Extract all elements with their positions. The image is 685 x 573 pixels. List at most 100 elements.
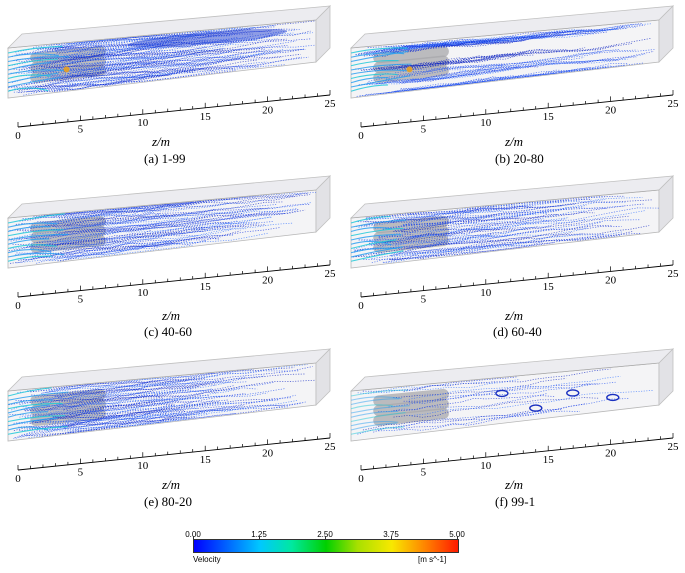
axis-tick-label: 20 (262, 274, 274, 286)
inlet-jets (350, 215, 407, 262)
streamline-plot-c: 0 5 10 15 20 25 (6, 175, 336, 312)
colorbar-tick-3: 3.75 (383, 530, 399, 539)
axis-tick-label: 15 (543, 454, 555, 466)
z-axis: 0 5 10 15 20 25 (358, 260, 679, 312)
streamline-plot-b: 0 5 10 15 20 25 (349, 5, 679, 142)
panel-d: 0 5 10 15 20 25 z/m (d) 60-40 (343, 170, 683, 355)
axis-tick-label: 25 (668, 441, 680, 453)
domain-box-end (315, 5, 331, 63)
colorbar-tick-4: 5.00 (449, 530, 465, 539)
axis-tick-label: 20 (605, 447, 617, 459)
hot-spot (406, 66, 413, 73)
axis-label-f: z/m (505, 477, 524, 492)
axis-label-d: z/m (505, 308, 524, 323)
axis-label-a: z/m (152, 134, 171, 149)
axis-tick-label: 15 (200, 454, 212, 466)
caption-b: (b) 20-80 (495, 151, 544, 166)
axis-tick-label: 20 (605, 274, 617, 286)
axis-tick-label: 10 (137, 287, 149, 299)
domain-box-end (658, 348, 674, 406)
z-axis: 0 5 10 15 20 25 (15, 90, 336, 142)
axis-tick-label: 0 (15, 473, 21, 485)
colorbar-title: Velocity (193, 555, 221, 564)
axis-tick-label: 5 (78, 294, 84, 306)
axis-tick-label: 15 (543, 111, 555, 123)
axis-tick-label: 15 (200, 111, 212, 123)
z-axis: 0 5 10 15 20 25 (358, 90, 679, 142)
colorbar-tick-2: 2.50 (317, 530, 333, 539)
axis-tick-label: 0 (15, 130, 21, 142)
caption-a: (a) 1-99 (144, 151, 186, 166)
streamline-plot-e: 0 5 10 15 20 25 (6, 348, 336, 485)
axis-tick-label: 15 (200, 281, 212, 293)
streamline-plot-a: 0 5 10 15 20 25 (6, 5, 336, 142)
colorbar-tick-1: 1.25 (251, 530, 267, 539)
hot-spot (63, 66, 70, 73)
inlet-jets (7, 213, 69, 262)
axis-tick-label: 10 (480, 460, 492, 472)
axis-tick-label: 0 (15, 300, 21, 312)
caption-c: (c) 40-60 (144, 324, 193, 339)
streamlines (357, 368, 653, 435)
inlet-jets (7, 387, 69, 435)
axis-tick-label: 5 (78, 124, 84, 136)
streamline-plot-f: 0 5 10 15 20 25 (349, 348, 679, 485)
axis-tick-label: 25 (325, 441, 337, 453)
axis-tick-label: 5 (421, 294, 427, 306)
axis-tick-label: 25 (325, 98, 337, 110)
streamlines (355, 23, 656, 97)
inlet-jets (350, 47, 412, 92)
axis-tick-label: 10 (480, 117, 492, 129)
axis-tick-label: 25 (668, 98, 680, 110)
caption-d: (d) 60-40 (493, 324, 542, 339)
axis-tick-label: 5 (78, 467, 84, 479)
axis-label-c: z/m (162, 308, 181, 323)
axis-tick-label: 25 (325, 268, 337, 280)
colorbar-tickmark (325, 536, 326, 540)
axis-tick-label: 10 (137, 117, 149, 129)
domain-box-end (658, 175, 674, 233)
domain-box-end (315, 175, 331, 233)
panel-f: 0 5 10 15 20 25 z/m (f) 99-1 (343, 343, 683, 528)
axis-tick-label: 20 (262, 104, 274, 116)
panel-c: 0 5 10 15 20 25 z/m (c) 40-60 (0, 170, 340, 355)
streamline-plot-d: 0 5 10 15 20 25 (349, 175, 679, 312)
streamlines (8, 20, 316, 96)
colorbar-tickmark (259, 536, 260, 540)
colorbar-gradient (193, 539, 459, 553)
colorbar-tick-0: 0.00 (185, 530, 201, 539)
z-axis: 0 5 10 15 20 25 (15, 433, 336, 485)
colorbar-tickmark (457, 536, 458, 540)
axis-tick-label: 5 (421, 467, 427, 479)
axis-tick-label: 20 (605, 104, 617, 116)
domain-box-end (315, 348, 331, 406)
axis-tick-label: 15 (543, 281, 555, 293)
streamlines (8, 192, 316, 264)
velocity-colorbar: 0.00 1.25 2.50 3.75 5.00 Velocity [m s^-… (185, 518, 465, 568)
axis-tick-label: 20 (262, 447, 274, 459)
domain-box-end (658, 5, 674, 63)
axis-tick-label: 0 (358, 130, 364, 142)
caption-f: (f) 99-1 (495, 494, 536, 509)
z-axis: 0 5 10 15 20 25 (358, 433, 679, 485)
colorbar-unit: [m s^-1] (418, 555, 447, 564)
colorbar-tickmark (193, 536, 194, 540)
panel-e: 0 5 10 15 20 25 z/m (e) 80-20 (0, 343, 340, 528)
z-axis: 0 5 10 15 20 25 (15, 260, 336, 312)
panel-b: 0 5 10 15 20 25 z/m (b) 20-80 (343, 0, 683, 185)
axis-label-e: z/m (162, 477, 181, 492)
axis-tick-label: 10 (480, 287, 492, 299)
axis-label-b: z/m (505, 134, 524, 149)
axis-tick-label: 25 (668, 268, 680, 280)
axis-tick-label: 5 (421, 124, 427, 136)
inlet-jets (350, 389, 410, 435)
axis-tick-label: 0 (358, 473, 364, 485)
colorbar-tickmark (391, 536, 392, 540)
axis-tick-label: 10 (137, 460, 149, 472)
streamlines (352, 195, 659, 264)
axis-tick-label: 0 (358, 300, 364, 312)
streamlines (8, 364, 316, 440)
inlet-jets (7, 45, 70, 92)
panel-a: 0 5 10 15 20 25 z/m (a) 1-99 (0, 0, 340, 185)
caption-e: (e) 80-20 (144, 494, 193, 509)
